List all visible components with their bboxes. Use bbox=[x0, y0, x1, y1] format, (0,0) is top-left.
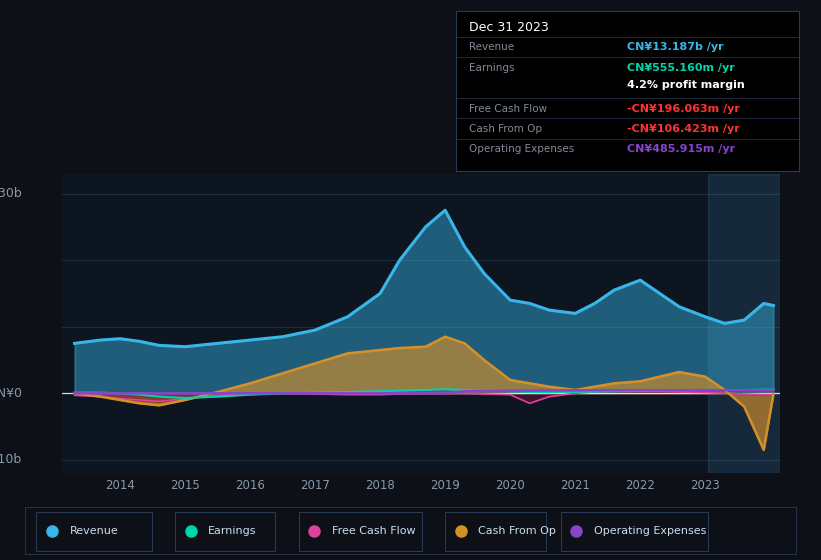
Text: CN¥30b: CN¥30b bbox=[0, 187, 22, 200]
Text: Operating Expenses: Operating Expenses bbox=[594, 526, 707, 535]
Text: Revenue: Revenue bbox=[70, 526, 118, 535]
Bar bbox=[709, 174, 780, 473]
Text: Earnings: Earnings bbox=[470, 63, 515, 73]
Text: 4.2% profit margin: 4.2% profit margin bbox=[627, 81, 745, 90]
Text: Operating Expenses: Operating Expenses bbox=[470, 144, 575, 154]
Text: Free Cash Flow: Free Cash Flow bbox=[332, 526, 415, 535]
Text: -CN¥106.423m /yr: -CN¥106.423m /yr bbox=[627, 124, 740, 133]
Text: -CN¥10b: -CN¥10b bbox=[0, 454, 22, 466]
Text: Free Cash Flow: Free Cash Flow bbox=[470, 104, 548, 114]
Text: Earnings: Earnings bbox=[209, 526, 257, 535]
Text: Cash From Op: Cash From Op bbox=[470, 124, 543, 133]
Text: Dec 31 2023: Dec 31 2023 bbox=[470, 21, 549, 34]
Text: CN¥485.915m /yr: CN¥485.915m /yr bbox=[627, 144, 736, 154]
Text: Cash From Op: Cash From Op bbox=[479, 526, 557, 535]
Text: Revenue: Revenue bbox=[470, 42, 515, 52]
Text: -CN¥196.063m /yr: -CN¥196.063m /yr bbox=[627, 104, 740, 114]
Text: CN¥0: CN¥0 bbox=[0, 387, 22, 400]
Text: CN¥13.187b /yr: CN¥13.187b /yr bbox=[627, 42, 724, 52]
Text: CN¥555.160m /yr: CN¥555.160m /yr bbox=[627, 63, 735, 73]
